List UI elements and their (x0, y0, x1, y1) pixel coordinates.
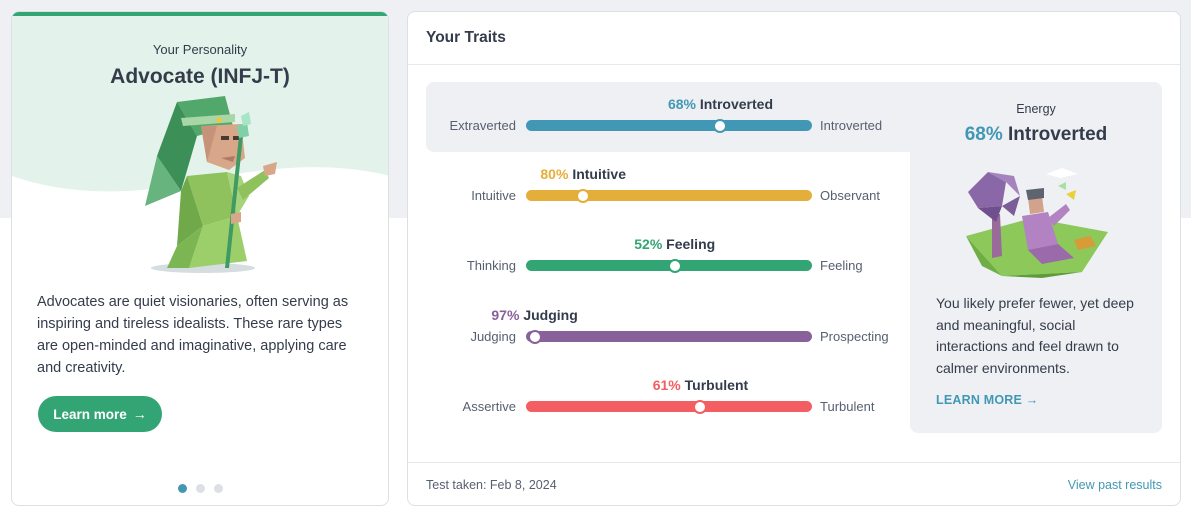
view-past-results-link[interactable]: View past results (1067, 478, 1162, 492)
personality-description: Advocates are quiet visionaries, often s… (37, 294, 349, 376)
trait-detail-headline: 68% Introverted (910, 124, 1162, 146)
trait-right-label: Observant (820, 188, 880, 203)
trait-result: 68% Introverted (668, 96, 773, 112)
trait-row[interactable]: 61% Turbulent Assertive Turbulent (426, 377, 906, 423)
trait-detail-panel: Energy 68% Introverted (910, 82, 1162, 433)
trait-result-label: Feeling (666, 236, 716, 252)
trait-learn-more-label: LEARN MORE (936, 393, 1023, 407)
trait-result-label: Turbulent (684, 377, 749, 393)
trait-left-label: Extraverted (449, 118, 516, 133)
test-date: Test taken: Feb 8, 2024 (426, 478, 557, 492)
trait-right-label: Turbulent (820, 399, 875, 414)
trait-result-label: Judging (523, 307, 578, 323)
trait-bar (526, 120, 812, 131)
trait-left-label: Assertive (462, 399, 516, 414)
trait-detail-description: You likely prefer fewer, yet deep and me… (936, 295, 1134, 376)
learn-more-label: Learn more (53, 406, 127, 422)
trait-knob[interactable] (713, 119, 728, 133)
card-accent-stripe (12, 12, 388, 16)
trait-row[interactable]: 68% Introverted Extraverted Introverted (426, 96, 906, 142)
trait-row[interactable]: 52% Feeling Thinking Feeling (426, 236, 906, 282)
trait-row[interactable]: 97% Judging Judging Prospecting (426, 307, 906, 353)
learn-more-button[interactable]: Learn more → (38, 396, 162, 432)
trait-detail-result: Introverted (1008, 124, 1108, 145)
trait-result: 61% Turbulent (653, 377, 748, 393)
trait-percent: 52% (634, 236, 663, 252)
trait-percent: 61% (652, 377, 681, 393)
trait-learn-more-link[interactable]: LEARN MORE → (936, 393, 1038, 407)
carousel-dots (12, 484, 388, 493)
trait-bar (526, 190, 812, 201)
introvert-scene-illustration (962, 164, 1112, 279)
trait-result-label: Introverted (699, 96, 773, 112)
personality-card: Your Personality Advocate (INFJ-T) (11, 11, 389, 506)
trait-bar (526, 401, 812, 412)
personality-subtitle: Your Personality (152, 42, 248, 57)
traits-footer: Test taken: Feb 8, 2024 View past result… (408, 462, 1180, 507)
arrow-right-icon: → (132, 406, 147, 422)
trait-detail-category: Energy (1016, 102, 1056, 116)
trait-result-label: Intuitive (572, 166, 626, 182)
trait-knob[interactable] (667, 259, 682, 273)
trait-percent: 80% (540, 166, 569, 182)
trait-result: 80% Intuitive (540, 166, 626, 182)
trait-left-label: Thinking (466, 258, 516, 273)
traits-header: Your Traits (408, 12, 1180, 65)
trait-left-label: Intuitive (471, 188, 516, 203)
trait-knob[interactable] (527, 330, 542, 344)
traits-title: Your Traits (426, 29, 506, 46)
selected-trait-highlight (426, 82, 916, 152)
carousel-dot[interactable] (195, 484, 205, 493)
traits-card: Your Traits 68% Introverted Extraverted In… (407, 11, 1181, 506)
trait-result: 52% Feeling (634, 236, 715, 252)
trait-right-label: Introverted (820, 118, 883, 133)
trait-knob[interactable] (576, 189, 591, 203)
trait-percent: 97% (491, 307, 520, 323)
trait-right-label: Feeling (820, 258, 863, 273)
trait-percent: 68% (667, 96, 696, 112)
arrow-right-icon: → (1025, 393, 1039, 407)
carousel-dot[interactable] (177, 484, 187, 493)
advocate-character-illustration (137, 96, 282, 276)
trait-knob[interactable] (693, 400, 708, 414)
trait-detail-percent: 68% (964, 124, 1003, 145)
carousel-dot[interactable] (213, 484, 223, 493)
trait-bar (526, 331, 812, 342)
trait-right-label: Prospecting (820, 329, 889, 344)
trait-result: 97% Judging (491, 307, 577, 323)
personality-title: Advocate (INFJ-T) (110, 65, 290, 88)
trait-row[interactable]: 80% Intuitive Intuitive Observant (426, 166, 906, 212)
trait-left-label: Judging (470, 329, 516, 344)
